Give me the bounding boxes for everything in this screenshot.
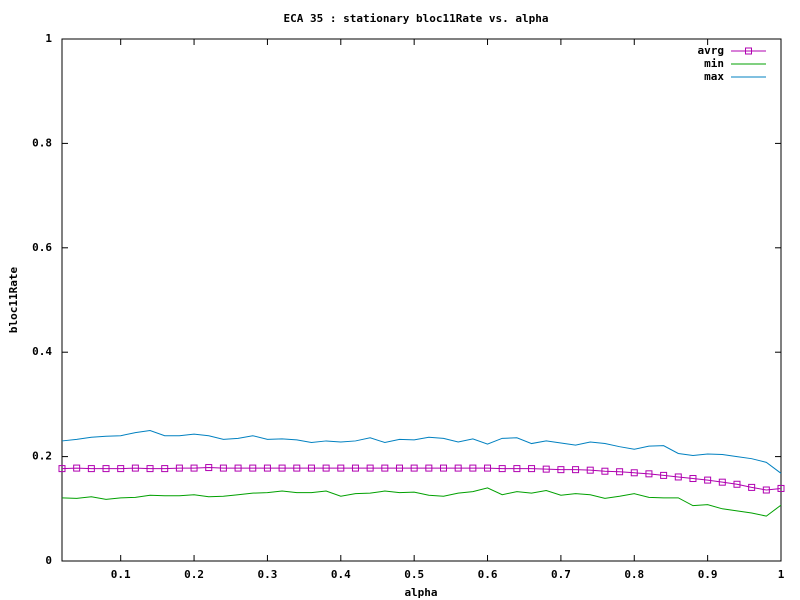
point-marker	[73, 464, 81, 472]
point-marker	[351, 464, 359, 472]
point-marker	[645, 470, 653, 478]
point-marker	[381, 464, 389, 472]
point-marker	[704, 476, 712, 484]
point-marker	[131, 464, 139, 472]
point-marker	[542, 465, 550, 473]
point-marker	[395, 464, 403, 472]
point-marker	[454, 464, 462, 472]
point-marker	[366, 464, 374, 472]
point-marker	[263, 464, 271, 472]
point-marker	[219, 464, 227, 472]
y-axis-label: bloc11Rate	[7, 267, 20, 334]
x-axis-label: alpha	[404, 586, 437, 599]
series-line	[61, 467, 782, 491]
point-marker	[762, 486, 770, 494]
point-marker	[410, 464, 418, 472]
x-tick-label: 0.8	[624, 568, 644, 581]
x-tick-label: 0.3	[257, 568, 277, 581]
x-tick-label: 0.5	[404, 568, 424, 581]
point-marker	[102, 465, 110, 473]
x-tick-label: 0.6	[478, 568, 498, 581]
point-marker	[601, 467, 609, 475]
legend-marker	[745, 47, 752, 55]
legend-label: max	[704, 70, 724, 83]
point-marker	[190, 464, 198, 472]
point-marker	[293, 464, 301, 472]
point-marker	[278, 464, 286, 472]
point-marker	[572, 466, 580, 474]
point-marker	[117, 465, 125, 473]
point-marker	[205, 464, 213, 472]
point-marker	[307, 464, 315, 472]
legend-label: avrg	[698, 44, 725, 57]
point-marker	[58, 465, 66, 473]
point-marker	[557, 466, 565, 474]
point-marker	[528, 465, 536, 473]
x-tick-label: 0.2	[184, 568, 204, 581]
point-marker	[674, 473, 682, 481]
legend-label: min	[704, 57, 724, 70]
x-tick-label: 0.9	[698, 568, 718, 581]
y-tick-label: 1	[45, 32, 52, 45]
point-marker	[469, 464, 477, 472]
y-tick-label: 0	[45, 554, 52, 567]
chart-title: ECA 35 : stationary bloc11Rate vs. alpha	[284, 12, 549, 25]
point-marker	[748, 483, 756, 491]
point-marker	[513, 465, 521, 473]
y-tick-label: 0.2	[32, 450, 52, 463]
x-tick-label: 0.1	[111, 568, 131, 581]
point-marker	[175, 464, 183, 472]
point-marker	[337, 464, 345, 472]
y-tick-label: 0.4	[32, 345, 52, 358]
point-marker	[733, 480, 741, 488]
point-marker	[616, 468, 624, 476]
point-marker	[586, 466, 594, 474]
point-marker	[630, 469, 638, 477]
point-marker	[484, 464, 492, 472]
x-tick-label: 1	[778, 568, 785, 581]
point-marker	[234, 464, 242, 472]
point-marker	[322, 464, 330, 472]
y-tick-label: 0.6	[32, 241, 52, 254]
point-marker	[146, 465, 154, 473]
point-marker	[498, 465, 506, 473]
point-marker	[777, 484, 785, 492]
point-marker	[425, 464, 433, 472]
y-tick-label: 0.8	[32, 136, 52, 149]
point-marker	[689, 475, 697, 483]
point-marker	[660, 471, 668, 479]
x-tick-label: 0.4	[331, 568, 351, 581]
point-marker	[249, 464, 257, 472]
point-marker	[161, 465, 169, 473]
x-tick-label: 0.7	[551, 568, 571, 581]
series-line	[61, 487, 782, 517]
series-line	[61, 429, 782, 474]
point-marker	[440, 464, 448, 472]
point-marker	[87, 465, 95, 473]
plot-border	[61, 38, 782, 562]
point-marker	[718, 478, 726, 486]
